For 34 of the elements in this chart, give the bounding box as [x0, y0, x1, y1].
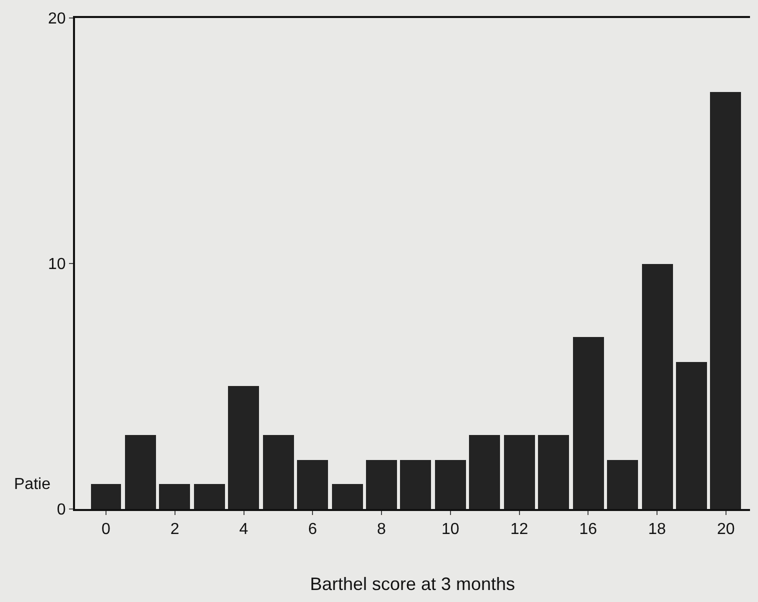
bar [125, 435, 156, 509]
x-tick-label: 18 [648, 521, 666, 538]
bar [263, 435, 294, 509]
bar [297, 460, 328, 509]
bar [435, 460, 466, 509]
bar [642, 264, 673, 509]
bar [504, 435, 535, 509]
x-tick-label: 2 [170, 521, 180, 538]
bar [159, 484, 190, 509]
x-tick-label: 4 [239, 521, 248, 538]
y-tick-label: 0 [56, 502, 66, 519]
x-tick-label: 20 [716, 521, 735, 538]
bar [469, 435, 500, 509]
x-tick-label: 6 [308, 521, 318, 538]
bar [400, 460, 431, 509]
bar [710, 92, 741, 509]
bar [607, 460, 638, 509]
bar [366, 460, 397, 509]
bar [538, 435, 569, 509]
x-axis-title: Barthel score at 3 months [310, 574, 516, 594]
bar [91, 484, 121, 509]
bar [228, 386, 259, 509]
bar [573, 337, 604, 509]
x-tick-label: 12 [510, 521, 528, 538]
y-tick-label: 10 [48, 256, 66, 274]
bar [194, 484, 225, 509]
x-tick-label: 8 [377, 521, 386, 538]
y-tick-label: 20 [48, 10, 66, 28]
x-tick-label: 16 [579, 521, 598, 538]
bar [332, 484, 363, 509]
x-tick-label: 10 [441, 521, 460, 538]
x-tick-label: 0 [102, 521, 111, 538]
y-axis-title: Patie [14, 476, 51, 493]
bar [676, 362, 707, 509]
